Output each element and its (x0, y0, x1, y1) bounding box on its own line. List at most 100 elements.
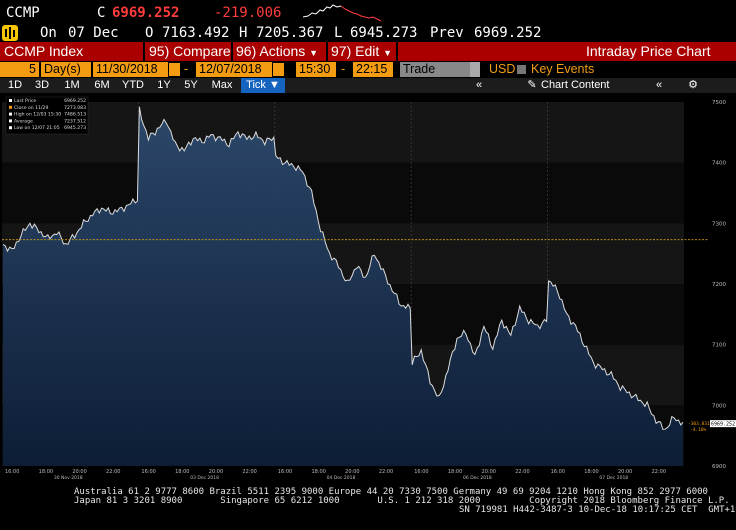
intraday-price-chart[interactable]: 7500 7400 7300 7200 7100 7000 6900 16:00 18:00 2… (0, 93, 736, 483)
gear-icon[interactable]: ⚙ (688, 79, 698, 91)
high-value: 7205.367 (256, 25, 324, 41)
x-tick-label: 18:00 (448, 469, 462, 475)
key-events-checkbox[interactable] (517, 65, 526, 74)
collapse-left-icon[interactable]: « (475, 79, 483, 91)
open-value: 7163.492 (162, 25, 230, 41)
x-tick-label: 16:00 (5, 469, 19, 475)
chevron-down-icon: ▼ (309, 48, 319, 58)
chart-grid-band (2, 102, 684, 163)
legend-value: 6969.252 (64, 98, 86, 104)
x-tick-label: 16:00 (141, 469, 155, 475)
change-pct-label: -4.18% (690, 427, 707, 433)
security-name[interactable]: CCMP Index (4, 43, 84, 59)
legend-swatch (9, 99, 12, 102)
start-date-field[interactable]: 11/30/2018 (93, 62, 168, 77)
date-range-bar: 5 Day(s) 11/30/2018 - 12/07/2018 15:30 -… (0, 61, 736, 78)
dropdown-icon[interactable] (470, 62, 480, 77)
x-tick-label: 20:00 (345, 469, 359, 475)
days-unit-field[interactable]: Day(s) (41, 62, 91, 77)
calendar-icon[interactable] (273, 63, 284, 76)
y-tick-label: 7400 (712, 161, 726, 167)
last-price-tag-label: 6969.252 (711, 422, 735, 428)
y-tick-label: 6900 (712, 464, 726, 470)
prev-label: Prev (430, 25, 464, 41)
legend-value: 6945.273 (64, 125, 86, 131)
tick-select[interactable]: Tick ▼ (241, 78, 285, 93)
low-value: 6945.273 (350, 25, 418, 41)
legend-label: Close on 11/29 (14, 105, 48, 111)
x-tick-label: 18:00 (39, 469, 53, 475)
ticker-header: CCMP C 6969.252 -219.006 (0, 0, 736, 24)
x-day-label: 03 Dec 2018 (190, 475, 219, 481)
status-bar: On 07 Dec O 7163.492 H 7205.367 L 6945.2… (0, 24, 736, 42)
compare-button[interactable]: 95) Compare (149, 43, 231, 59)
period-6m-button[interactable]: 6M (94, 79, 110, 91)
period-5y-button[interactable]: 5Y (184, 79, 198, 91)
footer-contacts-1: Australia 61 2 9777 8600 Brazil 5511 239… (74, 487, 708, 497)
x-tick-label: 20:00 (209, 469, 223, 475)
x-tick-label: 16:00 (414, 469, 428, 475)
trade-type-select[interactable]: Trade (400, 62, 470, 77)
menu-bar: CCMP Index 95) Compare 96) Actions ▼ 97)… (0, 42, 736, 61)
key-events-label[interactable]: Key Events (531, 62, 595, 76)
days-count-field[interactable]: 5 (0, 62, 39, 77)
period-3d-button[interactable]: 3D (34, 79, 50, 91)
y-tick-label: 7300 (712, 221, 726, 227)
status-date: 07 Dec (68, 25, 119, 41)
high-label: H (239, 25, 248, 41)
x-tick-label: 16:00 (278, 469, 292, 475)
y-tick-label: 7100 (712, 343, 726, 349)
chevron-down-icon: ▼ (383, 48, 393, 58)
low-label: L (334, 25, 343, 41)
open-label: O (145, 25, 154, 41)
x-tick-label: 18:00 (175, 469, 189, 475)
legend-swatch (9, 126, 12, 130)
period-1y-button[interactable]: 1Y (157, 79, 171, 91)
chart-legend: Last Price 6969.252 Close on 11/29 7273.083… (5, 96, 89, 135)
end-time-field[interactable]: 22:15 (353, 62, 393, 77)
x-day-label: 30 Nov 2018 (54, 475, 83, 481)
collapse-right-icon[interactable]: « (655, 79, 663, 91)
on-label: On (40, 25, 57, 41)
sparkline-icon (303, 4, 382, 22)
price-line (2, 106, 684, 430)
legend-swatch (9, 119, 12, 123)
currency-label[interactable]: USD (489, 62, 516, 76)
y-tick-label: 7500 (712, 100, 726, 106)
change-value: -219.006 (214, 5, 282, 21)
legend-swatch (9, 105, 12, 109)
calendar-icon[interactable] (169, 63, 180, 76)
legend-value: 7237.512 (64, 118, 86, 124)
end-date-field[interactable]: 12/07/2018 (196, 62, 272, 77)
close-value: 6969.252 (112, 5, 180, 21)
period-max-button[interactable]: Max (211, 79, 233, 91)
edit-menu[interactable]: 97) Edit ▼ (331, 43, 393, 59)
y-tick-label: 7200 (712, 282, 726, 288)
legend-label: Low on 12/07 21:05 (14, 125, 60, 131)
x-tick-label: 16:00 (551, 469, 565, 475)
period-1m-button[interactable]: 1M (64, 79, 80, 91)
period-ytd-button[interactable]: YTD (122, 79, 144, 91)
x-tick-label: 22:00 (515, 469, 529, 475)
start-time-field[interactable]: 15:30 (296, 62, 336, 77)
x-tick-label: 22:00 (106, 469, 120, 475)
chart-content-button[interactable]: Chart Content (541, 79, 610, 91)
legend-value: 7486.513 (64, 112, 86, 118)
legend-value: 7273.083 (64, 105, 86, 111)
period-toolbar: 1D 3D 1M 6M YTD 1Y 5Y Max Tick ▼ « ✎ Cha… (0, 78, 736, 93)
chart-type-icon[interactable] (2, 25, 18, 41)
period-1d-button[interactable]: 1D (7, 79, 23, 91)
footer-contacts-2: Japan 81 3 3201 8900 Singapore 65 6212 1… (74, 496, 730, 506)
x-tick-label: 22:00 (652, 469, 666, 475)
prev-value: 6969.252 (474, 25, 542, 41)
x-tick-label: 18:00 (584, 469, 598, 475)
time-dash: - (341, 62, 346, 76)
y-tick-label: 7000 (712, 403, 726, 409)
price-area (3, 106, 683, 467)
footer-session-info: SN 719981 H442-3487-3 10-Dec-18 10:17:25… (459, 505, 736, 515)
actions-menu[interactable]: 96) Actions ▼ (236, 43, 319, 59)
x-tick-label: 20:00 (618, 469, 632, 475)
x-tick-label: 18:00 (311, 469, 325, 475)
footer: Australia 61 2 9777 8600 Brazil 5511 239… (0, 483, 736, 530)
x-tick-label: 22:00 (379, 469, 393, 475)
